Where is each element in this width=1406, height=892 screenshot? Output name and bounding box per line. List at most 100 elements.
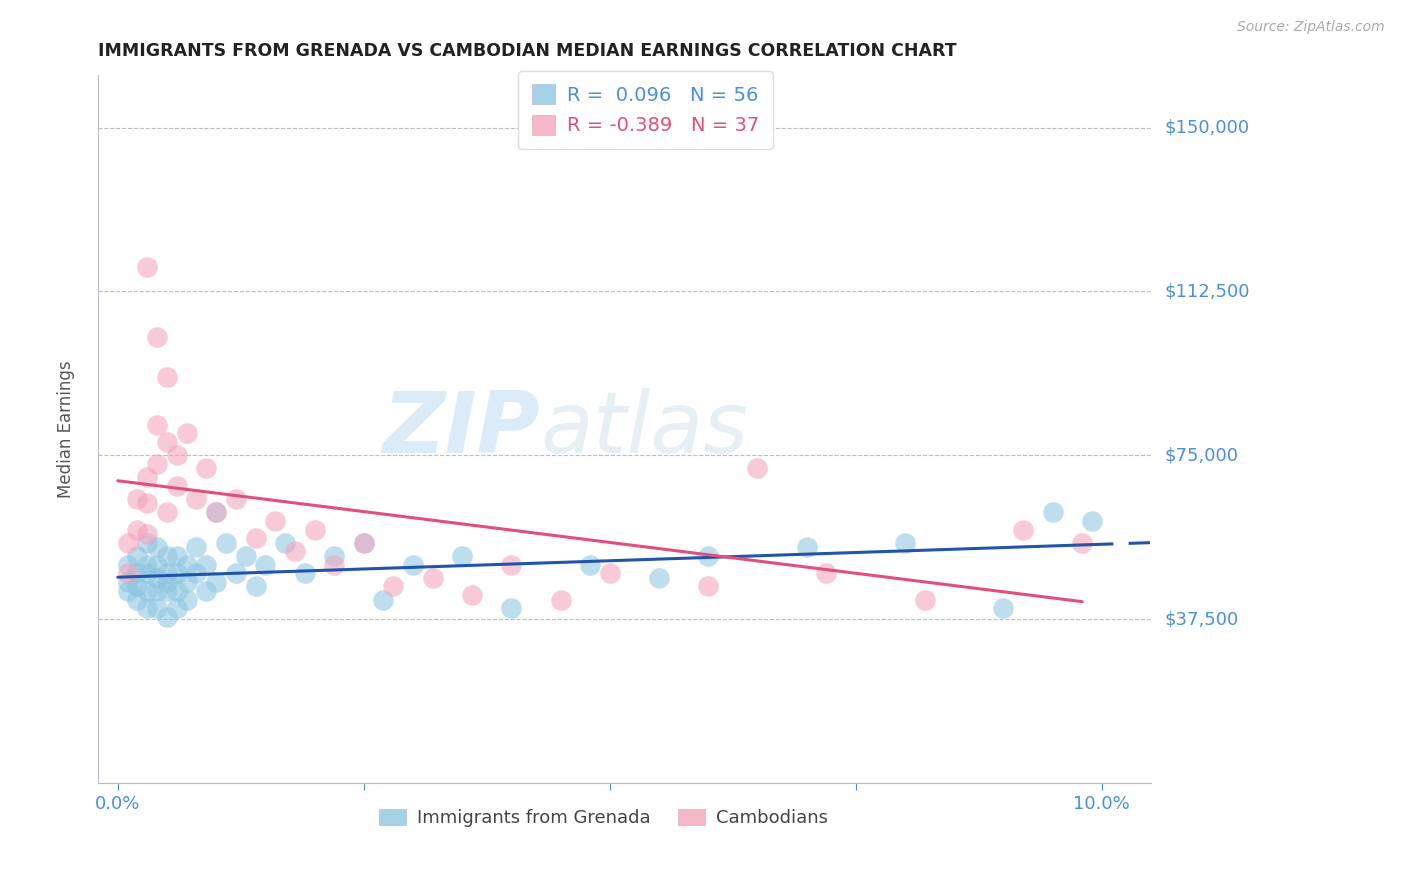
Point: [117, 566, 139, 581]
Point: [195, 461, 218, 475]
Point: [225, 566, 247, 581]
Point: [156, 369, 179, 384]
Point: [156, 549, 179, 563]
Point: [136, 260, 159, 275]
Point: [117, 558, 139, 572]
Point: [304, 523, 326, 537]
Point: [422, 571, 444, 585]
Point: [127, 579, 149, 593]
Point: [146, 330, 169, 344]
Point: [235, 549, 257, 563]
Point: [136, 527, 159, 541]
Point: [127, 549, 149, 563]
Point: [186, 566, 208, 581]
Point: [274, 535, 297, 549]
Point: [1071, 535, 1094, 549]
Point: [127, 523, 149, 537]
Point: [156, 575, 179, 590]
Point: [815, 566, 838, 581]
Point: [166, 479, 188, 493]
Point: [166, 566, 188, 581]
Point: [914, 592, 936, 607]
Point: [166, 601, 188, 615]
Point: [747, 461, 769, 475]
Point: [264, 514, 287, 528]
Point: [1081, 514, 1104, 528]
Text: $37,500: $37,500: [1166, 610, 1239, 628]
Point: [176, 592, 198, 607]
Text: Source: ZipAtlas.com: Source: ZipAtlas.com: [1237, 20, 1385, 34]
Point: [156, 505, 179, 519]
Point: [697, 549, 720, 563]
Point: [146, 571, 169, 585]
Point: [648, 571, 671, 585]
Point: [176, 426, 198, 441]
Point: [796, 540, 818, 554]
Point: [993, 601, 1015, 615]
Point: [117, 535, 139, 549]
Point: [1042, 505, 1064, 519]
Point: [146, 417, 169, 432]
Point: [195, 558, 218, 572]
Point: [127, 566, 149, 581]
Point: [156, 583, 179, 598]
Point: [186, 540, 208, 554]
Point: [451, 549, 474, 563]
Point: [146, 601, 169, 615]
Point: [402, 558, 425, 572]
Point: [205, 575, 228, 590]
Point: [146, 540, 169, 554]
Point: [461, 588, 484, 602]
Point: [205, 505, 228, 519]
Point: [284, 544, 307, 558]
Point: [156, 435, 179, 450]
Point: [136, 601, 159, 615]
Point: [599, 566, 621, 581]
Point: [136, 535, 159, 549]
Point: [136, 583, 159, 598]
Point: [166, 549, 188, 563]
Point: [117, 575, 139, 590]
Point: [176, 558, 198, 572]
Point: [136, 470, 159, 484]
Point: [245, 532, 267, 546]
Point: [697, 579, 720, 593]
Point: [156, 566, 179, 581]
Point: [579, 558, 602, 572]
Point: [146, 583, 169, 598]
Y-axis label: Median Earnings: Median Earnings: [58, 360, 75, 498]
Point: [353, 535, 375, 549]
Point: [323, 549, 346, 563]
Legend: Immigrants from Grenada, Cambodians: Immigrants from Grenada, Cambodians: [373, 802, 835, 834]
Text: atlas: atlas: [540, 388, 748, 471]
Point: [136, 558, 159, 572]
Point: [501, 601, 523, 615]
Point: [215, 535, 238, 549]
Point: [127, 592, 149, 607]
Point: [373, 592, 395, 607]
Point: [166, 583, 188, 598]
Point: [550, 592, 572, 607]
Text: IMMIGRANTS FROM GRENADA VS CAMBODIAN MEDIAN EARNINGS CORRELATION CHART: IMMIGRANTS FROM GRENADA VS CAMBODIAN MED…: [98, 42, 956, 60]
Point: [166, 448, 188, 462]
Point: [353, 535, 375, 549]
Point: [156, 610, 179, 624]
Point: [254, 558, 277, 572]
Point: [146, 558, 169, 572]
Point: [501, 558, 523, 572]
Point: [323, 558, 346, 572]
Point: [117, 583, 139, 598]
Point: [294, 566, 316, 581]
Point: [195, 583, 218, 598]
Point: [176, 575, 198, 590]
Text: $150,000: $150,000: [1166, 119, 1250, 136]
Point: [1012, 523, 1035, 537]
Point: [136, 566, 159, 581]
Text: ZIP: ZIP: [382, 388, 540, 471]
Point: [205, 505, 228, 519]
Point: [127, 491, 149, 506]
Point: [245, 579, 267, 593]
Point: [136, 496, 159, 510]
Text: $75,000: $75,000: [1166, 446, 1239, 465]
Point: [382, 579, 405, 593]
